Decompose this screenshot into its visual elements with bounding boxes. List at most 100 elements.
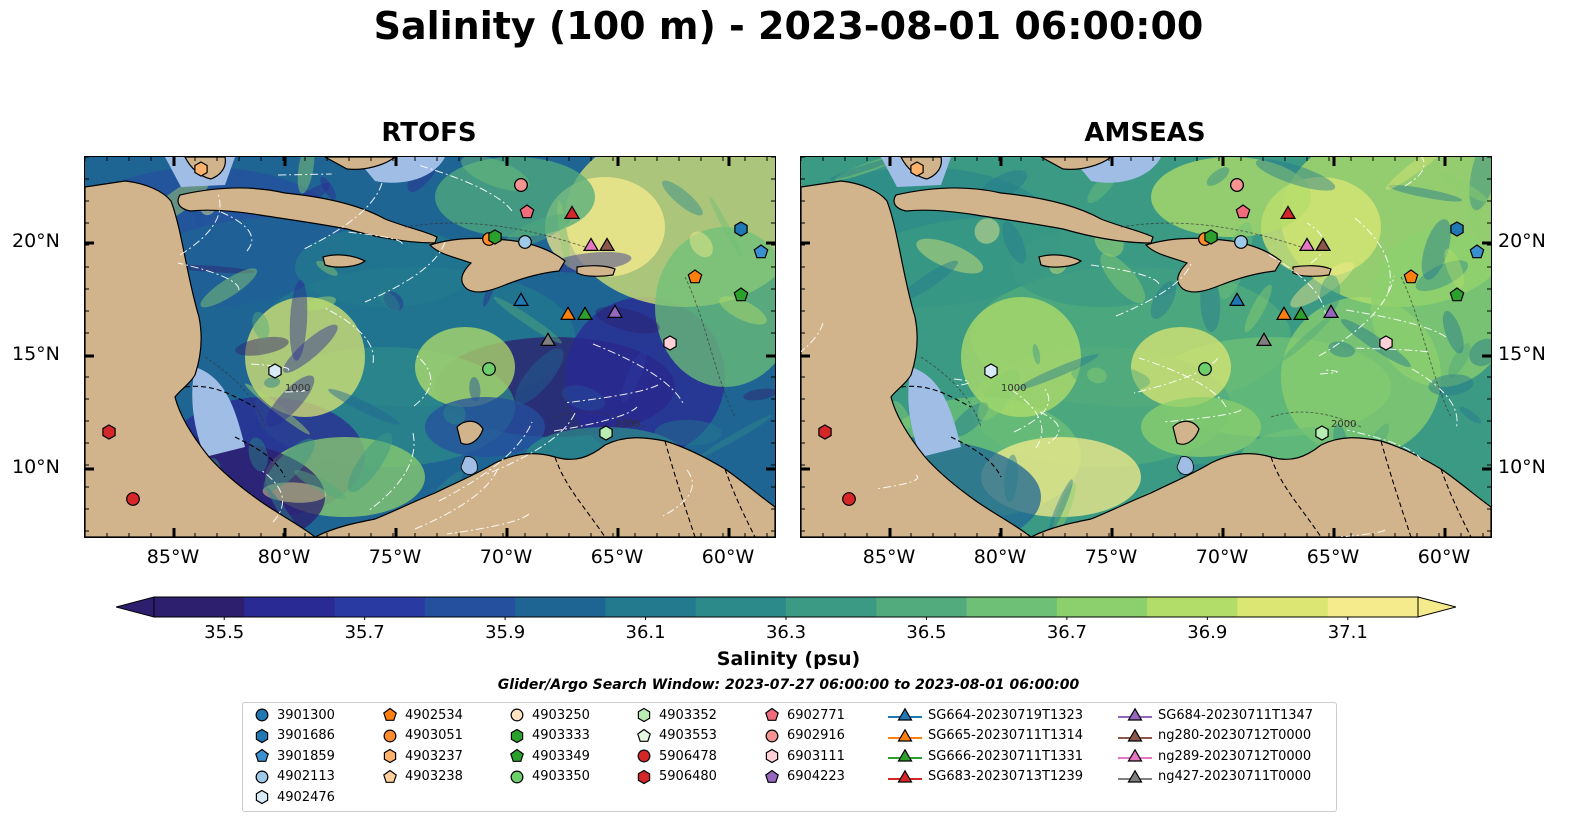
colorbar-segment [876, 597, 968, 617]
hexagon-icon [383, 748, 397, 764]
colorbar-tick-label: 36.7 [1046, 622, 1087, 643]
legend-label: 4903350 [532, 769, 590, 784]
legend-label: 3901686 [277, 728, 335, 743]
obs-marker-6903111 [1379, 335, 1393, 351]
obs-marker-4903352 [599, 425, 613, 441]
triangle-icon [888, 707, 922, 721]
legend-marker [897, 748, 913, 762]
colorbar-segment [1056, 597, 1148, 617]
legend-marker [1127, 707, 1143, 721]
obs-marker-4903333 [488, 229, 502, 245]
legend-marker [510, 708, 524, 722]
circle-icon [637, 749, 651, 763]
colorbar-tick-label: 35.5 [204, 622, 245, 643]
longitude-tick-label: 85°W [146, 546, 200, 568]
legend-item: 4903333 [508, 726, 590, 746]
legend-marker [765, 707, 779, 721]
pentagon-icon [765, 707, 779, 721]
pentagon-icon [383, 769, 397, 783]
legend-label: 4903553 [659, 728, 717, 743]
legend-label: SG684-20230711T1347 [1158, 707, 1314, 723]
legend-label: 5906478 [659, 748, 717, 764]
hexagon-icon [765, 748, 779, 764]
legend-item: SG684-20230711T1347 [1118, 705, 1313, 725]
legend-label: 4903349 [532, 748, 590, 764]
legend-item: 5906480 [635, 767, 717, 787]
legend-marker [383, 748, 397, 764]
obs-marker-ng280-20230712T0000 [598, 237, 616, 252]
legend-marker [1127, 769, 1143, 783]
obs-marker-ng289-20230712T0000 [1298, 237, 1316, 252]
legend-label: 4902113 [277, 769, 335, 784]
legend-item: 3901686 [253, 726, 335, 746]
legend-item: 4903350 [508, 767, 590, 787]
colorbar-segment [1327, 597, 1419, 617]
triangle-icon [1118, 707, 1152, 721]
circle-icon [383, 729, 397, 742]
longitude-tick-label: 80°W [973, 546, 1027, 568]
hexagon-icon [637, 707, 651, 723]
legend-label: 3901300 [277, 707, 335, 723]
map-amseas-canvas: 1000 2000 [801, 157, 1491, 537]
legend-item: 3901859 [253, 746, 335, 766]
triangle-icon [1118, 728, 1152, 742]
legend-item: 4902476 [253, 787, 335, 807]
obs-marker-6902916 [1230, 178, 1244, 192]
colorbar-segment [334, 597, 426, 617]
circle-icon [765, 729, 779, 742]
land-0 [177, 187, 438, 244]
legend-marker [897, 728, 913, 742]
legend-marker [510, 770, 524, 783]
legend-marker [637, 728, 651, 742]
map-rtofs: 1000 2000 [84, 156, 776, 538]
circle-icon [510, 708, 524, 722]
legend-marker [510, 728, 524, 743]
land-0 [893, 187, 1154, 244]
contour-label: 1000 [285, 383, 310, 394]
legend-label: 6903111 [787, 748, 845, 764]
obs-marker-SG666-20230711T1331 [1292, 306, 1310, 320]
latitude-tick-label-right: 10°N [1498, 456, 1546, 478]
panel-title-amseas: AMSEAS [1084, 118, 1206, 148]
obs-marker-SG664-20230719T1323 [512, 292, 530, 306]
colorbar-extend-low [116, 596, 155, 618]
latitude-tick-label-left: 15°N [12, 343, 60, 365]
obs-marker-4903237 [910, 161, 924, 177]
legend-marker [1127, 748, 1143, 762]
colorbar-segment [154, 597, 245, 617]
legend-marker [255, 770, 269, 783]
legend-marker [765, 748, 779, 764]
legend-item: SG664-20230719T1323 [888, 705, 1083, 725]
longitude-tick-label: 60°W [701, 546, 755, 568]
longitude-tick-label: 65°W [590, 546, 644, 568]
obs-marker-4903237 [194, 161, 208, 177]
pentagon-icon [383, 707, 397, 721]
legend-item: 4903250 [508, 705, 590, 725]
colorbar-extend-high [1417, 596, 1456, 618]
longitude-tick-label: 75°W [1084, 546, 1138, 568]
legend-label: 4903237 [405, 748, 463, 764]
hexagon-icon [255, 728, 269, 743]
latitude-tick-label-right: 15°N [1498, 343, 1546, 365]
obs-marker-4902534 [687, 269, 703, 284]
legend-item: SG683-20230713T1239 [888, 767, 1083, 787]
colorbar-segment [1237, 597, 1329, 617]
obs-marker-4902113 [518, 235, 532, 249]
obs-marker-SG664-20230719T1323 [1228, 292, 1246, 306]
legend-item: SG666-20230711T1331 [888, 746, 1083, 766]
legend-item: 4903051 [381, 726, 463, 746]
colorbar-tick-label: 36.3 [765, 622, 807, 643]
legend-marker [255, 789, 269, 805]
latitude-tick-label-left: 10°N [12, 456, 60, 478]
hexagon-icon [637, 769, 651, 784]
longitude-tick-label: 60°W [1417, 546, 1471, 568]
obs-marker-6902771 [1235, 204, 1251, 219]
land-6 [85, 180, 316, 537]
legend-label: ng427-20230711T0000 [1158, 769, 1312, 784]
longitude-tick-label: 75°W [368, 546, 422, 568]
obs-marker-5906478 [842, 492, 856, 506]
legend-marker [383, 769, 397, 783]
legend-label: SG664-20230719T1323 [928, 707, 1084, 723]
circle-icon [255, 770, 269, 783]
colorbar-tick-label: 36.1 [625, 622, 666, 643]
